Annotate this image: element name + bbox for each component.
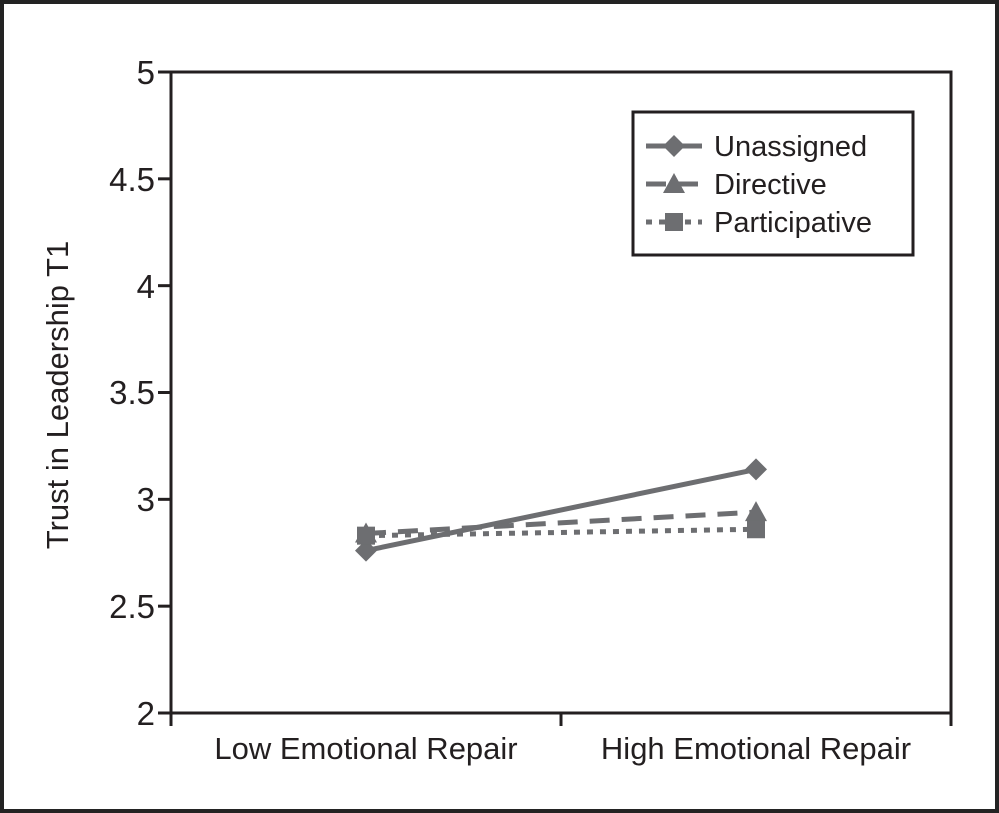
- y-tick-label: 3: [137, 481, 155, 518]
- y-tick-label: 5: [137, 54, 155, 91]
- legend: Unassigned Directive Participative: [631, 110, 915, 257]
- y-tick-labels: 5 4.5 4 3.5 3 2.5 2: [109, 54, 155, 732]
- series-line-participative: [365, 526, 757, 539]
- y-ticks: [158, 70, 171, 715]
- diamond-marker-icon: [745, 458, 767, 481]
- legend-swatches: [646, 135, 702, 231]
- diamond-marker-icon: [355, 539, 377, 562]
- triangle-marker-icon: [663, 173, 685, 193]
- legend-label-unassigned: Unassigned: [714, 131, 867, 163]
- square-marker-icon: [357, 526, 375, 545]
- y-axis-label: Trust in Leadership T1: [40, 241, 75, 549]
- diamond-marker-icon: [663, 135, 685, 157]
- x-category-labels: Low Emotional Repair High Emotional Repa…: [214, 731, 911, 766]
- y-tick-label: 2.5: [109, 588, 155, 625]
- x-category-label-high: High Emotional Repair: [601, 731, 911, 766]
- y-tick-label: 2: [137, 695, 155, 732]
- x-ticks: [169, 713, 953, 726]
- legend-label-participative: Participative: [714, 207, 872, 239]
- triangle-marker-icon: [745, 501, 767, 522]
- y-tick-label: 4: [137, 268, 155, 305]
- series-lines: [355, 458, 767, 562]
- series-line-directive: [365, 509, 757, 537]
- series-line-unassigned: [365, 466, 757, 554]
- y-tick-label: 3.5: [109, 374, 155, 411]
- y-tick-label: 4.5: [109, 161, 155, 198]
- legend-label-directive: Directive: [714, 169, 827, 201]
- square-marker-icon: [665, 213, 683, 231]
- x-category-label-low: Low Emotional Repair: [214, 731, 517, 766]
- square-marker-icon: [747, 520, 765, 539]
